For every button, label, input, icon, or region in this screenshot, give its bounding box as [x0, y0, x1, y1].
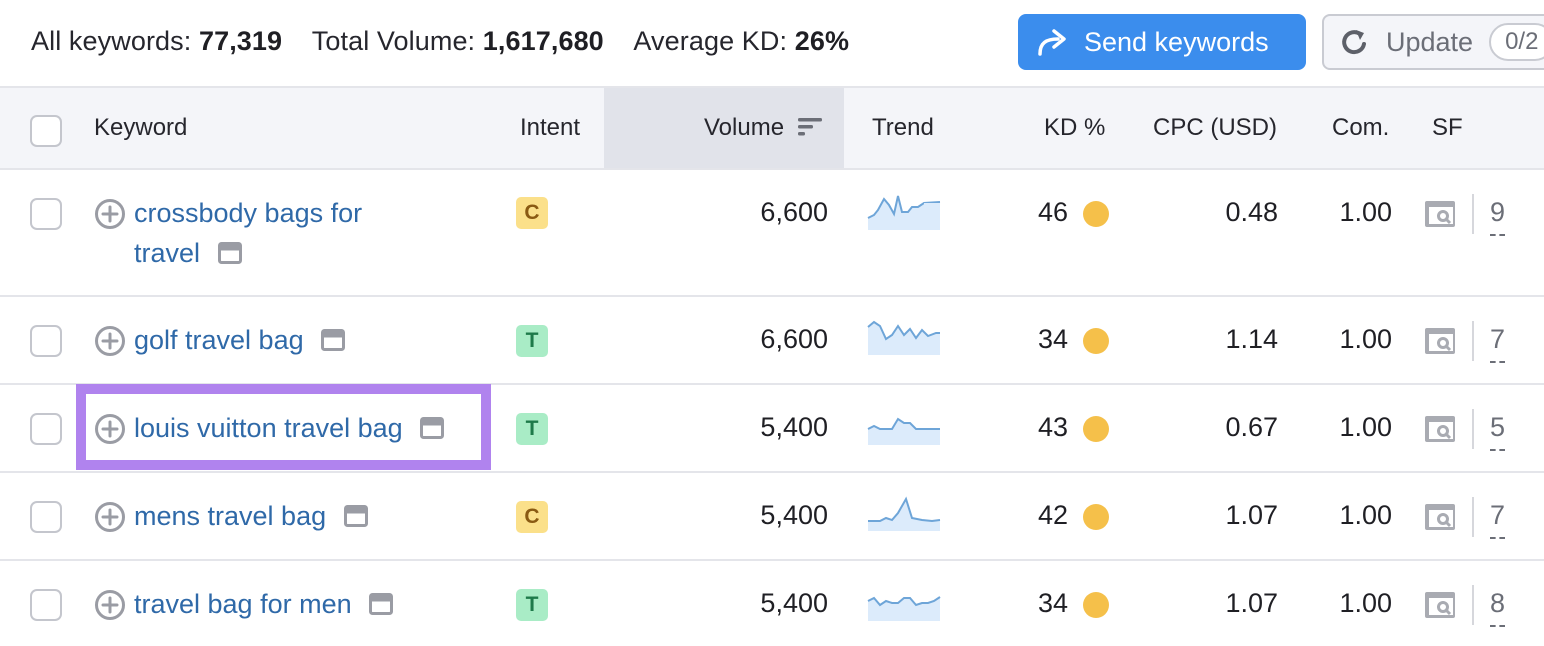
kd-difficulty-dot — [1083, 416, 1109, 442]
serp-features-count[interactable]: 9 — [1490, 197, 1506, 236]
average-kd-stat: Average KD: 26% — [633, 26, 850, 56]
volume-value: 6,600 — [760, 324, 828, 354]
update-button[interactable]: Update 0/2 — [1322, 14, 1544, 70]
column-header-com[interactable]: Com. — [1332, 114, 1390, 141]
intent-badge-commercial: C — [516, 501, 548, 533]
trend-sparkline — [867, 195, 941, 230]
refresh-icon — [1342, 30, 1366, 55]
sf-divider — [1472, 585, 1474, 625]
serp-features-icon[interactable] — [1424, 503, 1456, 531]
table-row: louis vuitton travel bag T 5,400 43 0.67… — [0, 385, 1544, 473]
competition-value: 1.00 — [1339, 500, 1392, 530]
volume-value: 5,400 — [760, 588, 828, 618]
serp-features-count[interactable]: 7 — [1490, 500, 1506, 539]
sort-descending-icon — [797, 118, 822, 136]
column-header-intent[interactable]: Intent — [520, 114, 581, 141]
sf-divider — [1472, 194, 1474, 234]
cpc-value: 1.07 — [1225, 588, 1278, 618]
serp-features-count[interactable]: 5 — [1490, 412, 1506, 451]
serp-preview-icon[interactable] — [343, 505, 368, 527]
trend-sparkline — [867, 596, 941, 621]
keyword-link[interactable]: travel bag for men — [134, 584, 394, 624]
table-row: travel bag for men T 5,400 34 1.07 1.00 … — [0, 561, 1544, 646]
volume-value: 5,400 — [760, 500, 828, 530]
column-header-trend[interactable]: Trend — [872, 114, 934, 141]
select-all-checkbox[interactable] — [30, 115, 62, 147]
competition-value: 1.00 — [1339, 197, 1392, 227]
keyword-link[interactable]: crossbody bags for travel — [134, 198, 363, 268]
send-keywords-button[interactable]: Send keywords — [1018, 14, 1306, 70]
row-checkbox[interactable] — [30, 589, 62, 621]
add-to-list-icon[interactable] — [94, 589, 126, 621]
kd-difficulty-dot — [1083, 201, 1109, 227]
table-header: Keyword Intent Volume Trend KD % CPC (US… — [0, 86, 1544, 170]
kd-difficulty-dot — [1083, 592, 1109, 618]
kd-value: 46 — [1037, 197, 1068, 227]
serp-features-icon[interactable] — [1424, 327, 1456, 355]
cpc-value: 0.48 — [1225, 197, 1278, 227]
update-count-badge: 0/2 — [1489, 23, 1544, 61]
column-header-keyword[interactable]: Keyword — [94, 114, 188, 141]
table-row: crossbody bags for travel C 6,600 46 0.4… — [0, 170, 1544, 297]
total-volume-stat: Total Volume: 1,617,680 — [311, 26, 604, 56]
sf-divider — [1472, 497, 1474, 537]
cpc-value: 0.67 — [1225, 412, 1278, 442]
add-to-list-icon[interactable] — [94, 325, 126, 357]
keyword-link[interactable]: louis vuitton travel bag — [134, 408, 445, 448]
serp-features-icon[interactable] — [1424, 591, 1456, 619]
column-header-sf[interactable]: SF — [1432, 114, 1463, 141]
column-header-kd[interactable]: KD % — [1044, 114, 1106, 141]
trend-sparkline — [867, 417, 940, 445]
serp-features-count[interactable]: 7 — [1490, 324, 1506, 363]
competition-value: 1.00 — [1339, 412, 1392, 442]
cpc-value: 1.14 — [1225, 324, 1278, 354]
add-to-list-icon[interactable] — [94, 413, 126, 445]
intent-badge-commercial: C — [516, 197, 548, 229]
row-checkbox[interactable] — [30, 198, 62, 230]
intent-badge-transactional: T — [516, 325, 548, 357]
serp-preview-icon[interactable] — [420, 417, 445, 439]
column-header-cpc[interactable]: CPC (USD) — [1153, 114, 1277, 141]
serp-preview-icon[interactable] — [217, 242, 242, 264]
competition-value: 1.00 — [1339, 588, 1392, 618]
serp-features-count[interactable]: 8 — [1490, 588, 1506, 627]
serp-features-icon[interactable] — [1424, 415, 1456, 443]
keyword-link[interactable]: golf travel bag — [134, 320, 346, 360]
kd-value: 34 — [1037, 324, 1068, 354]
trend-sparkline — [867, 320, 940, 355]
table-row: golf travel bag T 6,600 34 1.14 1.00 7 — [0, 297, 1544, 385]
keyword-link[interactable]: mens travel bag — [134, 496, 368, 536]
trend-sparkline — [868, 496, 941, 531]
kd-value: 43 — [1037, 412, 1068, 442]
add-to-list-icon[interactable] — [94, 501, 126, 533]
row-checkbox[interactable] — [30, 325, 62, 357]
intent-badge-transactional: T — [516, 413, 548, 445]
serp-preview-icon[interactable] — [321, 329, 346, 351]
column-header-volume[interactable]: Volume — [704, 114, 823, 142]
serp-preview-icon[interactable] — [369, 593, 394, 615]
kd-difficulty-dot — [1083, 328, 1109, 354]
table-row: mens travel bag C 5,400 42 1.07 1.00 7 — [0, 473, 1544, 561]
add-to-list-icon[interactable] — [94, 198, 126, 230]
row-checkbox[interactable] — [30, 413, 62, 445]
competition-value: 1.00 — [1339, 324, 1392, 354]
cpc-value: 1.07 — [1225, 500, 1278, 530]
serp-features-icon[interactable] — [1424, 200, 1456, 228]
intent-badge-transactional: T — [516, 589, 548, 621]
kd-value: 34 — [1037, 588, 1068, 618]
share-arrow-icon — [1038, 29, 1066, 56]
sf-divider — [1472, 321, 1474, 361]
volume-value: 6,600 — [760, 197, 828, 227]
kd-value: 42 — [1037, 500, 1068, 530]
keyword-stats: All keywords: 77,319 Total Volume: 1,617… — [31, 26, 871, 57]
all-keywords-stat: All keywords: 77,319 — [31, 26, 283, 56]
volume-value: 5,400 — [760, 412, 828, 442]
row-checkbox[interactable] — [30, 501, 62, 533]
kd-difficulty-dot — [1083, 504, 1109, 530]
summary-bar: All keywords: 77,319 Total Volume: 1,617… — [0, 0, 1544, 86]
sf-divider — [1472, 409, 1474, 449]
